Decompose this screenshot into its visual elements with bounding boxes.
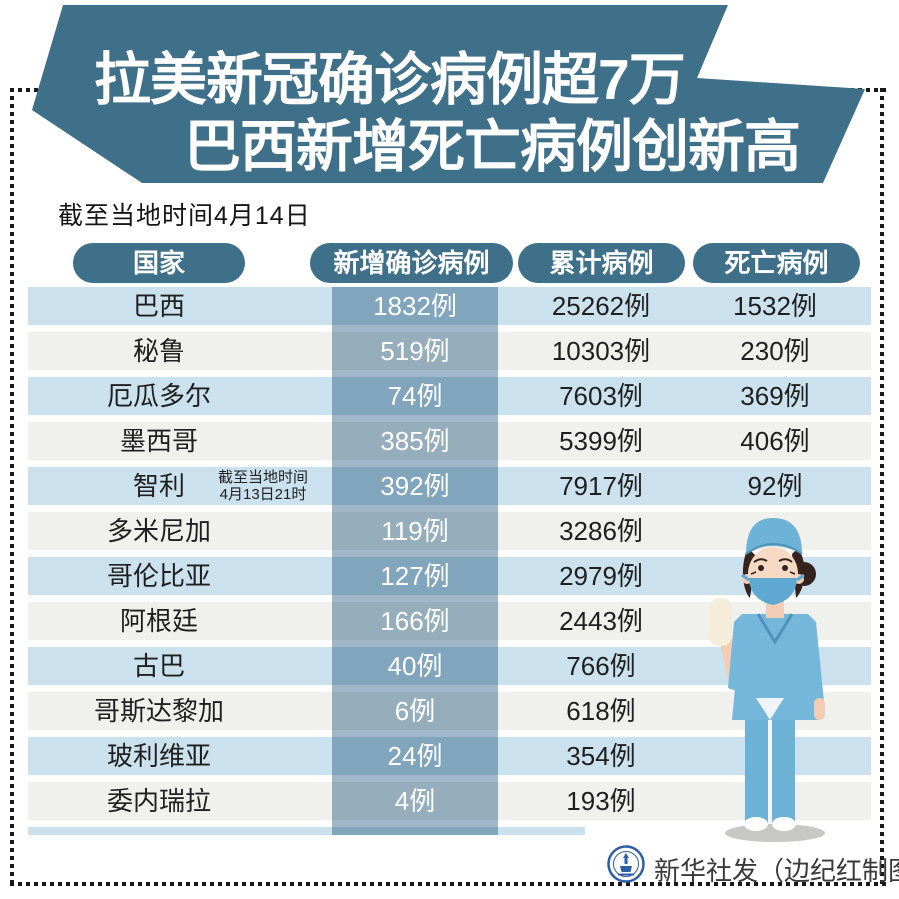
- cell-total-cases: 25262例: [551, 291, 651, 321]
- cell-country: 厄瓜多尔: [106, 381, 211, 411]
- cell-country: 巴西: [132, 291, 185, 321]
- title-banner: 拉美新冠确诊病例超7万 巴西新增死亡病例创新高: [0, 0, 899, 195]
- cell-new-cases: 127例: [380, 561, 450, 591]
- page-title-line1: 拉美新冠确诊病例超7万: [94, 48, 686, 112]
- chile-asof-note: 截至当地时间 4月13日21时: [217, 469, 308, 503]
- table-row: 多米尼加 119例 3286例: [28, 512, 871, 550]
- cell-total-cases: 5399例: [559, 426, 643, 456]
- cell-new-cases: 166例: [380, 606, 450, 636]
- cell-total-cases: 193例: [566, 786, 636, 816]
- cell-new-cases: 385例: [380, 426, 450, 456]
- cell-total-cases: 10303例: [551, 336, 651, 366]
- column-header-total-cases: 累计病例: [518, 243, 685, 283]
- cell-new-cases: 40例: [387, 651, 443, 681]
- cell-country: 哥斯达黎加: [93, 696, 224, 726]
- table-row: 秘鲁 519例 10303例 230例: [28, 332, 871, 370]
- page-title-line2: 巴西新增死亡病例创新高: [184, 115, 801, 179]
- cell-new-cases: 6例: [394, 696, 436, 726]
- cell-new-cases: 392例: [380, 471, 450, 501]
- table-row: 巴西 1832例 25262例 1532例: [28, 287, 871, 325]
- column-header-deaths: 死亡病例: [693, 243, 860, 283]
- cell-new-cases: 1832例: [373, 291, 457, 321]
- cell-country: 秘鲁: [132, 336, 185, 366]
- column-header-country: 国家: [73, 243, 245, 283]
- cell-country: 阿根廷: [119, 606, 198, 636]
- cell-new-cases: 519例: [380, 336, 450, 366]
- cell-deaths: 230例: [740, 336, 810, 366]
- table-row: 哥斯达黎加 6例 618例: [28, 692, 871, 730]
- cell-new-cases: 119例: [381, 516, 449, 546]
- cell-country: 委内瑞拉: [106, 786, 211, 816]
- table-row: 厄瓜多尔 74例 7603例 369例: [28, 377, 871, 415]
- table-row: 委内瑞拉 4例 193例: [28, 782, 871, 820]
- cell-new-cases: 4例: [394, 786, 436, 816]
- cell-country: 哥伦比亚: [106, 561, 211, 591]
- cell-total-cases: 766例: [566, 651, 636, 681]
- cell-deaths: 92例: [747, 471, 803, 501]
- cell-country: 古巴: [132, 651, 185, 681]
- cell-total-cases: 7603例: [559, 381, 643, 411]
- as-of-date-label: 截至当地时间4月14日: [58, 202, 311, 230]
- cell-total-cases: 354例: [566, 741, 636, 771]
- dashed-border-right: [880, 88, 884, 886]
- source-credit: 新华社发（边纪红制图）: [654, 856, 899, 886]
- dashed-border-bottom: [10, 882, 886, 886]
- table-row: 墨西哥 385例 5399例 406例: [28, 422, 871, 460]
- cell-total-cases: 2979例: [559, 561, 643, 591]
- table-row: 哥伦比亚 127例 2979例: [28, 557, 871, 595]
- cell-total-cases: 618例: [566, 696, 636, 726]
- cell-country: 玻利维亚: [106, 741, 211, 771]
- cell-total-cases: 2443例: [559, 606, 643, 636]
- table-bottom-stripe: [28, 827, 585, 835]
- cell-country: 墨西哥: [119, 426, 198, 456]
- cell-total-cases: 3286例: [559, 516, 643, 546]
- cell-new-cases: 24例: [387, 741, 443, 771]
- cell-new-cases: 74例: [387, 381, 443, 411]
- table-row: 玻利维亚 24例 354例: [28, 737, 871, 775]
- column-header-new-cases: 新增确诊病例: [310, 243, 513, 283]
- cell-country: 多米尼加: [106, 516, 211, 546]
- cell-deaths: 1532例: [733, 291, 817, 321]
- xinhua-logo-icon: [607, 845, 645, 883]
- cell-total-cases: 7917例: [559, 471, 643, 501]
- dashed-border-left: [10, 88, 14, 886]
- table-row: 智利 392例 7917例 92例 截至当地时间 4月13日21时: [28, 467, 871, 505]
- cell-deaths: 369例: [740, 381, 810, 411]
- cell-country: 智利: [132, 471, 185, 501]
- cell-deaths: 406例: [740, 426, 810, 456]
- nurse-illustration: [709, 518, 825, 842]
